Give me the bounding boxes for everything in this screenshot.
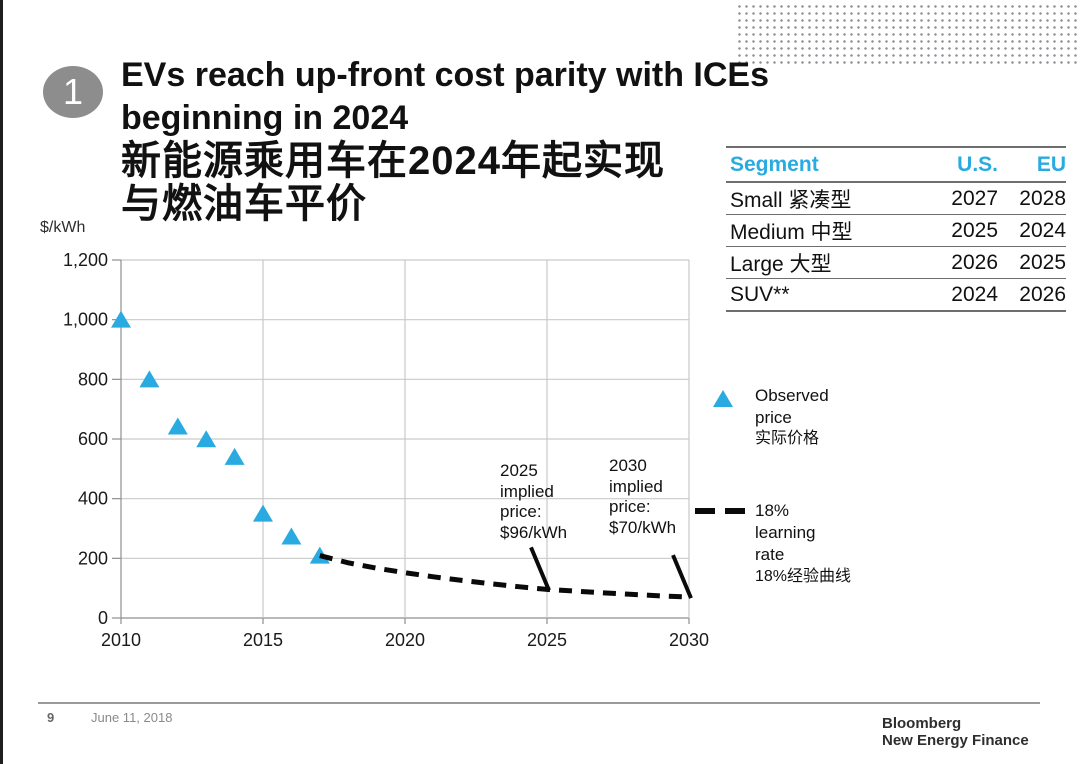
- cell-eu: 2026: [1019, 282, 1066, 306]
- svg-text:200: 200: [78, 548, 108, 568]
- segment-parity-table: Segment U.S. EU Small 紧凑型 2027 2028 Medi…: [726, 146, 1066, 312]
- slide-number: 1: [62, 71, 84, 112]
- y-axis-unit-label: $/kWh: [40, 219, 86, 236]
- svg-text:2010: 2010: [101, 630, 141, 650]
- cell-segment: SUV**: [730, 282, 790, 306]
- brand-line-2: New Energy Finance: [882, 732, 1029, 749]
- svg-text:800: 800: [78, 369, 108, 389]
- cell-us: 2025: [951, 218, 998, 242]
- table-row-suv: SUV** 2024 2026: [726, 279, 1066, 312]
- svg-text:2025: 2025: [527, 630, 567, 650]
- svg-text:2020: 2020: [385, 630, 425, 650]
- table-row-large: Large 大型 2026 2025: [726, 247, 1066, 279]
- footer-divider: [38, 702, 1040, 704]
- legend-observed-text-cn: 实际价格: [755, 430, 820, 447]
- svg-text:400: 400: [78, 489, 108, 509]
- annotation-2025-implied-price: 2025 implied price: $96/kWh: [500, 461, 568, 542]
- cell-eu: 2025: [1019, 250, 1066, 274]
- svg-text:2015: 2015: [243, 630, 283, 650]
- cell-us: 2027: [951, 186, 998, 210]
- svg-text:2030: 2030: [669, 630, 709, 650]
- table-row-small: Small 紧凑型 2027 2028: [726, 183, 1066, 215]
- cell-segment: Medium 中型: [730, 220, 853, 244]
- table-row-medium: Medium 中型 2025 2024: [726, 215, 1066, 247]
- svg-text:600: 600: [78, 429, 108, 449]
- cell-segment: Small 紧凑型: [730, 188, 852, 212]
- dot-pattern-decoration: [736, 3, 1080, 65]
- legend-learning-text: 18% learning rate: [755, 501, 816, 564]
- battery-price-chart: 0 200 400 600 800 1,000 1,200 2010 2015 2020 2025 2…: [63, 250, 709, 650]
- cell-eu: 2024: [1019, 218, 1066, 242]
- bnef-logo: Bloomberg New Energy Finance: [882, 715, 1029, 749]
- title-line-1: EVs reach up-front cost parity with ICEs: [121, 56, 770, 94]
- slide-number-badge: 1: [43, 66, 103, 118]
- header-eu: EU: [1036, 152, 1066, 176]
- legend-dashed-line-icon: [695, 508, 745, 514]
- cell-segment: Large 大型: [730, 252, 832, 276]
- legend-observed-text: Observed price: [755, 386, 829, 427]
- title-line-2: beginning in 2024: [121, 99, 409, 137]
- svg-text:1,200: 1,200: [63, 250, 108, 270]
- legend-learning-text-cn: 18%经验曲线: [755, 568, 852, 585]
- cell-eu: 2028: [1019, 186, 1066, 210]
- header-us: U.S.: [957, 152, 998, 176]
- title-line-4-cn: 与燃油车平价: [121, 182, 367, 226]
- brand-line-1: Bloomberg: [882, 715, 962, 732]
- page-number: 9: [47, 710, 55, 725]
- cell-us: 2024: [951, 282, 998, 306]
- footer-date: June 11, 2018: [91, 710, 173, 725]
- header-segment: Segment: [730, 152, 819, 176]
- legend-learning-rate-label: 18% learning rate 18%经验曲线: [755, 500, 852, 588]
- legend-observed-label: Observed price 实际价格: [755, 385, 843, 450]
- annotation-2030-implied-price: 2030 implied price: $70/kWh: [609, 456, 677, 537]
- cell-us: 2026: [951, 250, 998, 274]
- table-header-row: Segment U.S. EU: [726, 146, 1066, 183]
- svg-text:0: 0: [98, 608, 108, 628]
- svg-text:1,000: 1,000: [63, 310, 108, 330]
- title-line-3-cn: 新能源乘用车在2024年起实现: [121, 139, 665, 183]
- legend-observed-triangle-icon: [713, 390, 733, 407]
- slide-title: EVs reach up-front cost parity with ICEs…: [121, 54, 911, 226]
